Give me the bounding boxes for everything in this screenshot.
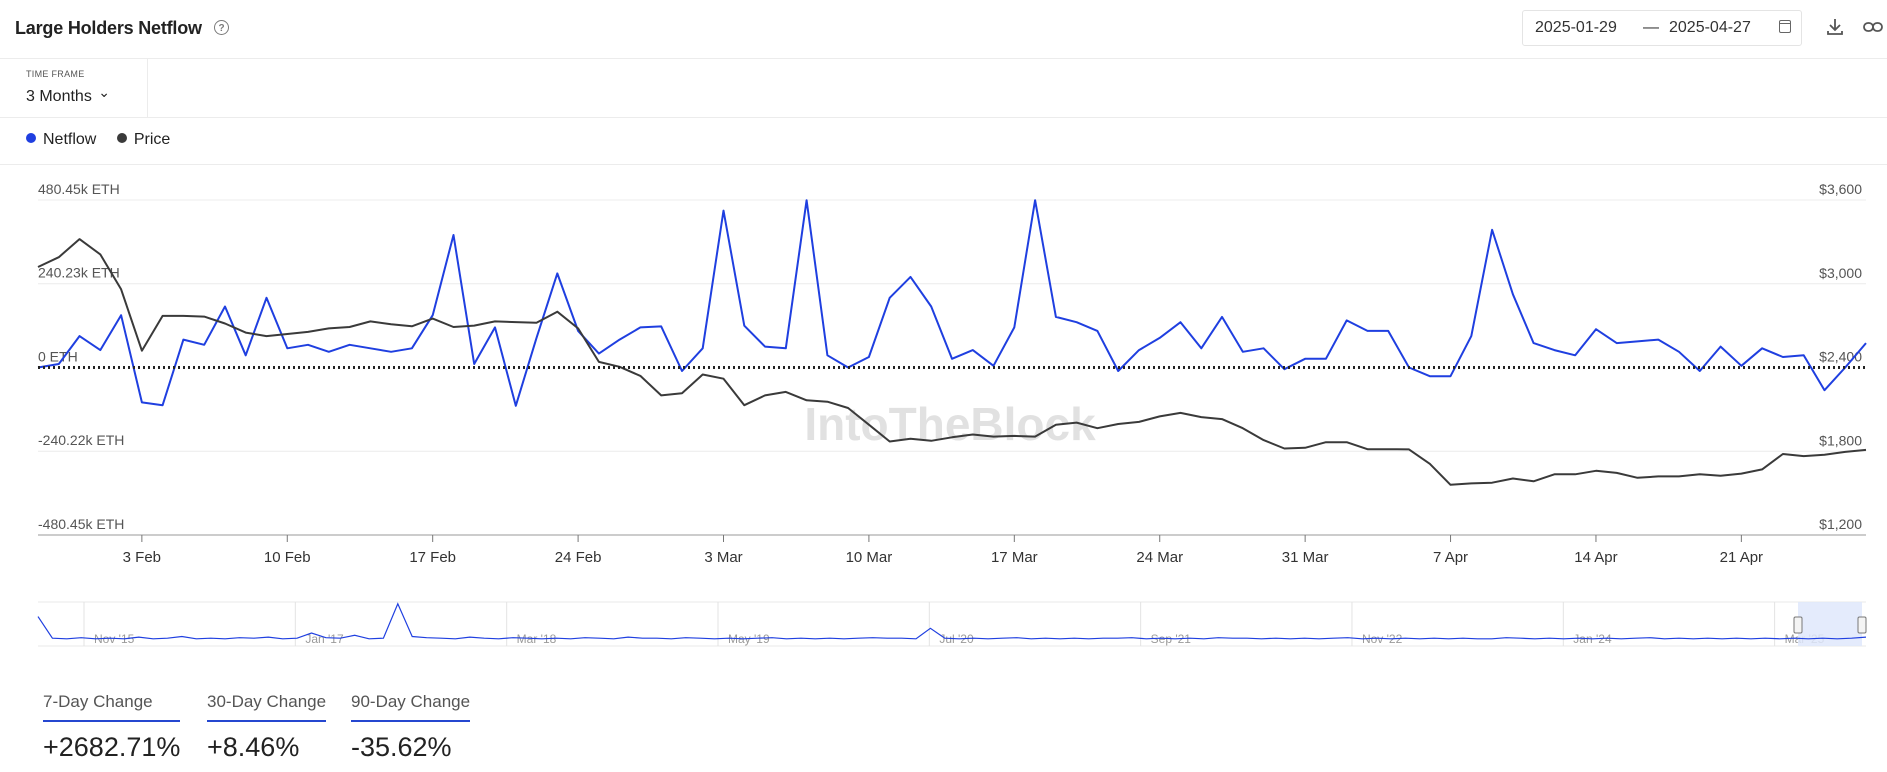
calendar-icon — [1779, 20, 1791, 33]
timeframe-panel — [0, 59, 148, 117]
navigator-selection[interactable] — [1798, 602, 1862, 646]
x-tick-label: 10 Feb — [264, 549, 311, 566]
legend-dot-price — [116, 133, 127, 143]
y-tick-label-left: 0 ETH — [38, 349, 78, 365]
timeframe-value: 3 Months — [26, 88, 92, 105]
legend-dot-netflow — [26, 133, 36, 143]
timeframe-label: TIME FRAME — [26, 69, 85, 79]
chart-legend: Netflow Price — [26, 131, 186, 149]
legend-item-price[interactable]: Price — [116, 131, 171, 149]
stat-7-day: 7-Day Change +2682.71% — [43, 692, 181, 763]
download-icon[interactable] — [1824, 16, 1846, 38]
x-tick-label: 14 Apr — [1574, 549, 1617, 566]
stat-label: 90-Day Change — [351, 692, 471, 722]
y-tick-label-left: 480.45k ETH — [38, 181, 120, 197]
y-tick-label-right: $3,000 — [1819, 265, 1862, 281]
navigator-line — [37, 602, 1867, 640]
stat-label: 7-Day Change — [43, 692, 181, 722]
divider — [0, 117, 1887, 118]
x-tick-label: 10 Mar — [846, 549, 893, 566]
x-tick-label: 21 Apr — [1720, 549, 1763, 566]
stat-90-day: 90-Day Change -35.62% — [351, 692, 471, 763]
navigator-label: Nov '15 — [94, 632, 135, 646]
y-tick-label-right: $1,800 — [1819, 432, 1862, 448]
x-tick-label: 3 Mar — [704, 549, 742, 566]
link-icon[interactable] — [1862, 16, 1884, 38]
stat-value: -35.62% — [351, 732, 452, 762]
legend-item-netflow[interactable]: Netflow — [26, 131, 96, 149]
y-tick-label-left: 240.23k ETH — [38, 265, 120, 281]
stat-label: 30-Day Change — [207, 692, 327, 722]
date-separator: — — [1643, 19, 1659, 36]
stat-value: +2682.71% — [43, 732, 181, 762]
stat-30-day: 30-Day Change +8.46% — [207, 692, 327, 763]
date-end: 2025-04-27 — [1669, 19, 1751, 36]
y-tick-label-left: -480.45k ETH — [38, 516, 124, 532]
navigator-label: Jan '17 — [305, 632, 344, 646]
series-line-price — [37, 238, 1867, 486]
legend-label-price: Price — [133, 131, 171, 148]
divider — [0, 164, 1887, 165]
range-navigator[interactable]: Nov '15 Jan '17 Mar '18 May '19 Jul '20 Sep '… — [0, 598, 1887, 658]
watermark-logo: IntoTheBlock — [804, 398, 1096, 450]
stat-value: +8.46% — [207, 732, 300, 762]
x-tick-label: 3 Feb — [123, 549, 161, 566]
y-tick-label-right: $1,200 — [1819, 516, 1862, 532]
header: Large Holders Netflow ? 2025-01-29 — 202… — [0, 0, 1887, 59]
x-tick-label: 24 Feb — [555, 549, 602, 566]
navigator-handle[interactable] — [1793, 616, 1803, 634]
y-tick-label-left: -240.22k ETH — [38, 432, 124, 448]
x-tick-label: 17 Mar — [991, 549, 1038, 566]
chevron-down-icon: ⌄ — [98, 84, 110, 100]
navigator-handle[interactable] — [1857, 616, 1867, 634]
date-range-picker[interactable]: 2025-01-29 — 2025-04-27 — [1522, 10, 1802, 46]
x-tick-label: 7 Apr — [1433, 549, 1468, 566]
series-line-netflow — [37, 199, 1867, 407]
x-tick-label: 24 Mar — [1136, 549, 1183, 566]
help-icon[interactable]: ? — [214, 20, 229, 35]
date-start: 2025-01-29 — [1535, 19, 1617, 36]
x-tick-label: 31 Mar — [1282, 549, 1329, 566]
legend-label-netflow: Netflow — [43, 131, 97, 148]
timeframe-dropdown[interactable]: 3 Months ⌄ — [26, 84, 110, 106]
y-tick-label-right: $3,600 — [1819, 181, 1862, 197]
netflow-price-chart: 480.45k ETH 240.23k ETH 0 ETH -240.22k ETH -… — [37, 181, 1867, 566]
x-tick-label: 17 Feb — [409, 549, 456, 566]
page-title: Large Holders Netflow — [15, 18, 202, 38]
